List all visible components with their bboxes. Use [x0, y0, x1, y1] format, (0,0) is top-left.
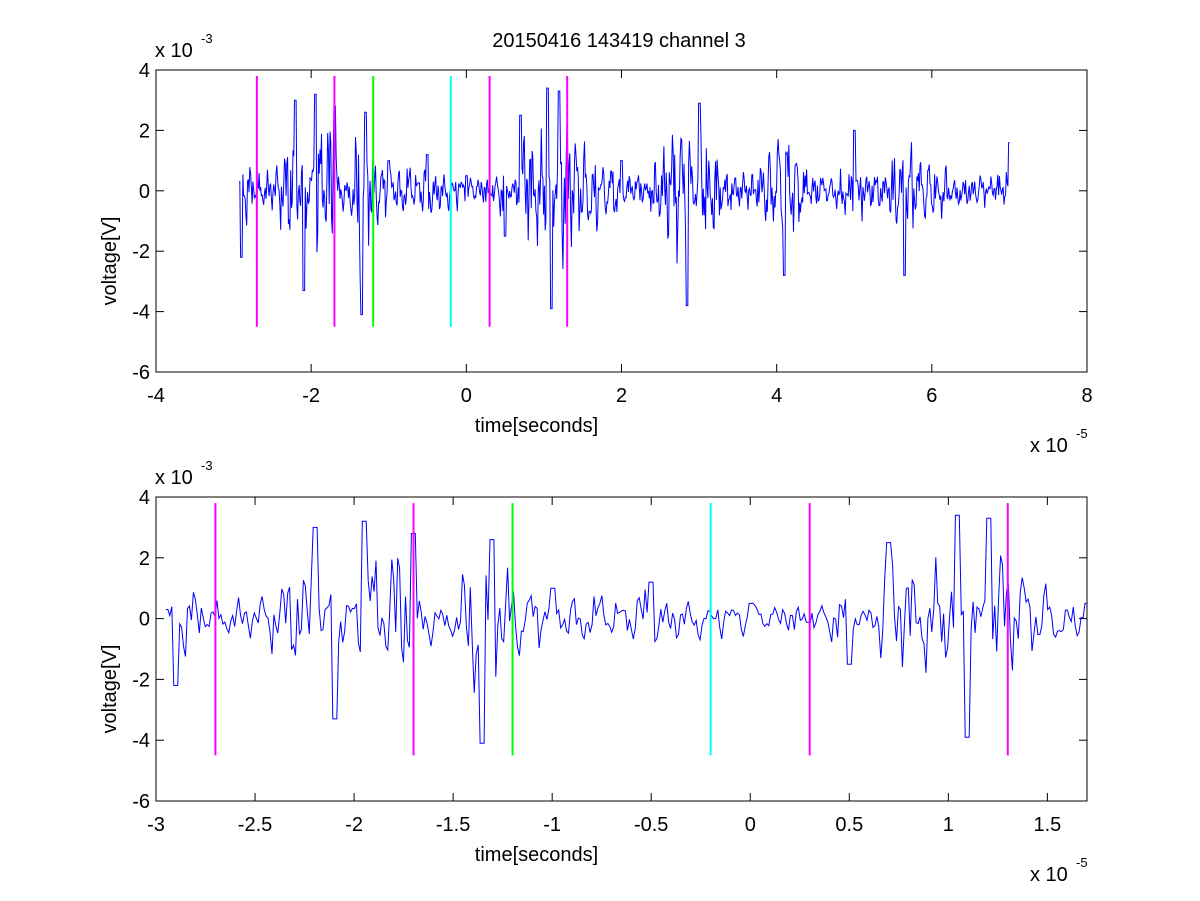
figure-title: 20150416 143419 channel 3 [492, 30, 746, 52]
x-tick-label: -2 [345, 814, 363, 836]
x-tick-label: 2 [616, 385, 627, 407]
x-tick-label: 4 [771, 385, 782, 407]
y-tick-label: 2 [139, 120, 150, 142]
x-tick-label: 0 [745, 814, 756, 836]
top-plot: -4 -2 0 2 4 6 8-6-4-2024time[seconds]voltage[V… [99, 31, 1093, 457]
x-tick-label: 6 [926, 385, 937, 407]
y-axis-label: voltage[V] [99, 217, 121, 306]
y-axis-label: voltage[V] [99, 645, 121, 734]
y-tick-label: 4 [139, 60, 150, 82]
y-tick-label: 0 [139, 609, 150, 631]
x-exponent-base: x 10 [1030, 864, 1068, 886]
x-tick-label: 0 [461, 385, 472, 407]
x-tick-label: -1.5 [436, 814, 470, 836]
x-tick-label: 1 [943, 814, 954, 836]
y-exponent: -3 [201, 458, 213, 473]
y-exponent-base: x 10 [155, 467, 193, 489]
x-tick-label: -2.5 [238, 814, 272, 836]
x-tick-label: -3 [147, 814, 165, 836]
y-tick-label: 0 [139, 181, 150, 203]
x-tick-label: 8 [1081, 385, 1092, 407]
y-tick-label: -2 [132, 241, 150, 263]
x-exponent-base: x 10 [1030, 435, 1068, 457]
x-tick-label: -2 [302, 385, 320, 407]
x-tick-label: -0.5 [634, 814, 668, 836]
y-tick-label: -4 [132, 730, 150, 752]
y-tick-label: -6 [132, 791, 150, 813]
x-exponent: -5 [1076, 426, 1088, 441]
y-tick-label: -2 [132, 669, 150, 691]
x-axis-label: time[seconds] [475, 415, 598, 437]
y-exponent-base: x 10 [155, 40, 193, 62]
y-exponent: -3 [201, 31, 213, 46]
bottom-plot: -3 -2.5 -2 -1.5 -1 -0.5 0 0.5 1 1.5 -6 -4 -2 0 2 4 time[… [99, 458, 1088, 886]
axes-box [155, 69, 1088, 373]
y-tick-label: 4 [139, 487, 150, 509]
x-tick-label: -1 [543, 814, 561, 836]
y-tick-label: 2 [139, 548, 150, 570]
y-tick-label: -4 [132, 302, 150, 324]
signal-trace [165, 514, 1087, 744]
x-tick-label: -4 [147, 385, 165, 407]
x-tick-label: 1.5 [1033, 814, 1061, 836]
x-tick-label: 0.5 [835, 814, 863, 836]
x-exponent: -5 [1076, 855, 1088, 870]
x-axis-label: time[seconds] [475, 844, 598, 866]
y-tick-label: -6 [132, 362, 150, 384]
axes-box [155, 496, 1088, 802]
signal-trace [239, 87, 1010, 316]
